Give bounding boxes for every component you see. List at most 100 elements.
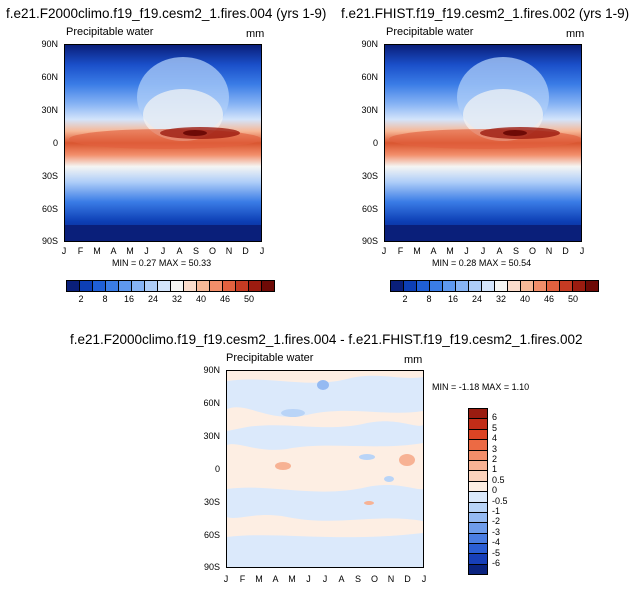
colorbar-swatch	[521, 281, 534, 291]
colorbar-swatch	[469, 471, 487, 482]
y-tick-label: 0	[372, 138, 378, 148]
heatmap-plot	[226, 370, 424, 568]
x-tick-label: A	[338, 574, 345, 584]
colorbar-swatch	[171, 281, 184, 291]
colorbar-swatch	[469, 502, 487, 513]
colorbar-swatch	[547, 281, 560, 291]
colorbar-swatch	[119, 281, 132, 291]
colorbar-label: 0	[492, 485, 498, 496]
x-tick-label: N	[545, 246, 553, 256]
x-tick-label: J	[322, 574, 328, 584]
colorbar-label: 46	[543, 294, 554, 304]
x-tick-label: J	[61, 246, 67, 256]
colorbar-label: 16	[123, 294, 134, 304]
heatmap-svg	[65, 45, 261, 241]
x-tick-label: A	[176, 246, 183, 256]
x-tick-label: F	[77, 246, 84, 256]
y-tick-label: 90S	[361, 236, 378, 246]
diff-region-negative	[227, 421, 423, 450]
x-tick-label: J	[480, 246, 486, 256]
colorbar-label: 8	[426, 294, 432, 304]
variable-label: Precipitable water	[226, 352, 314, 364]
colorbar-label: -3	[492, 526, 501, 537]
heatmap-svg	[227, 371, 423, 567]
y-tick-label: 30N	[361, 105, 378, 115]
colorbar-swatch	[417, 281, 430, 291]
colorbar-difference	[468, 408, 488, 576]
min-max-label: MIN = 0.28 MAX = 50.54	[432, 258, 532, 268]
colorbar-swatch	[469, 564, 487, 575]
colorbar-swatch	[469, 460, 487, 472]
colorbar-label: 6	[492, 412, 498, 423]
x-tick-label: N	[225, 246, 233, 256]
colorbar-swatch	[67, 281, 80, 291]
plot-title-diff: f.e21.F2000climo.f19_f19.cesm2_1.fires.0…	[70, 332, 583, 347]
colorbar-swatch	[469, 533, 487, 545]
colorbar-swatch	[223, 281, 236, 291]
colorbar-swatch	[430, 281, 443, 291]
colorbar-swatch	[391, 281, 404, 291]
colorbar-label: 3	[492, 443, 498, 454]
colorbar-swatch	[184, 281, 197, 291]
x-tick-label: M	[255, 574, 263, 584]
y-tick-label: 30N	[203, 431, 220, 441]
colorbar-label: -5	[492, 547, 501, 558]
y-tick-label: 90S	[41, 236, 58, 246]
colorbar-swatch	[197, 281, 210, 291]
x-tick-label: M	[413, 246, 421, 256]
x-tick-label: A	[430, 246, 437, 256]
x-tick-label: J	[579, 246, 585, 256]
colorbar-label: 4	[492, 433, 498, 444]
colorbar-swatch	[560, 281, 573, 291]
x-tick-label: J	[160, 246, 166, 256]
south-pole-band	[65, 225, 261, 241]
units-label: mm	[404, 354, 423, 366]
x-tick-label: D	[562, 246, 569, 256]
y-tick-label: 60N	[361, 72, 378, 82]
colorbar-label: 2	[492, 454, 498, 464]
colorbar-label: 16	[447, 294, 458, 304]
colorbar-label: 1	[492, 464, 498, 475]
x-tick-label: J	[259, 246, 265, 256]
x-tick-label: M	[126, 246, 134, 256]
x-tick-label: A	[110, 246, 117, 256]
y-tick-label: 60S	[361, 204, 378, 214]
y-tick-label: 0	[214, 464, 220, 474]
colorbar-label: 46	[219, 294, 230, 304]
colorbar-swatch	[469, 544, 487, 555]
diff-region-negative	[227, 485, 423, 521]
x-tick-label: J	[464, 246, 469, 256]
colorbar-label: 50	[243, 294, 254, 304]
diff-cell-positive	[364, 501, 374, 505]
colorbar-swatch	[534, 281, 547, 291]
colorbar-swatch	[482, 281, 495, 291]
colorbar-label: 40	[519, 294, 530, 304]
colorbar-label: -0.5	[492, 495, 508, 506]
x-tick-label: F	[397, 246, 404, 256]
colorbar-label: -1	[492, 506, 501, 516]
x-tick-label: O	[370, 574, 378, 584]
diff-cell-positive	[275, 462, 291, 470]
colorbar-swatch	[456, 281, 469, 291]
x-tick-label: A	[496, 246, 503, 256]
south-pole-band	[385, 225, 581, 241]
x-tick-label: D	[404, 574, 411, 584]
x-tick-label: M	[93, 246, 101, 256]
colorbar-swatch	[469, 409, 487, 420]
colorbar-swatch	[158, 281, 171, 291]
colorbar-swatch	[236, 281, 249, 291]
colorbar-swatch	[573, 281, 586, 291]
chart-panel-control: Precipitable water mm	[0, 24, 300, 268]
y-tick-label: 30N	[41, 105, 58, 115]
colorbar-swatch	[93, 281, 106, 291]
colorbar-label: 24	[471, 294, 482, 304]
colorbar-label: 0.5	[492, 474, 505, 485]
colorbar-swatch	[469, 492, 487, 503]
y-tick-label: 60S	[203, 530, 220, 540]
diff-cell-positive	[399, 454, 415, 466]
colorbar-swatch	[132, 281, 145, 291]
x-tick-label: S	[192, 246, 199, 256]
y-tick-label: 90N	[41, 39, 58, 49]
colorbar-swatch	[443, 281, 456, 291]
colorbar-swatch	[508, 281, 521, 291]
